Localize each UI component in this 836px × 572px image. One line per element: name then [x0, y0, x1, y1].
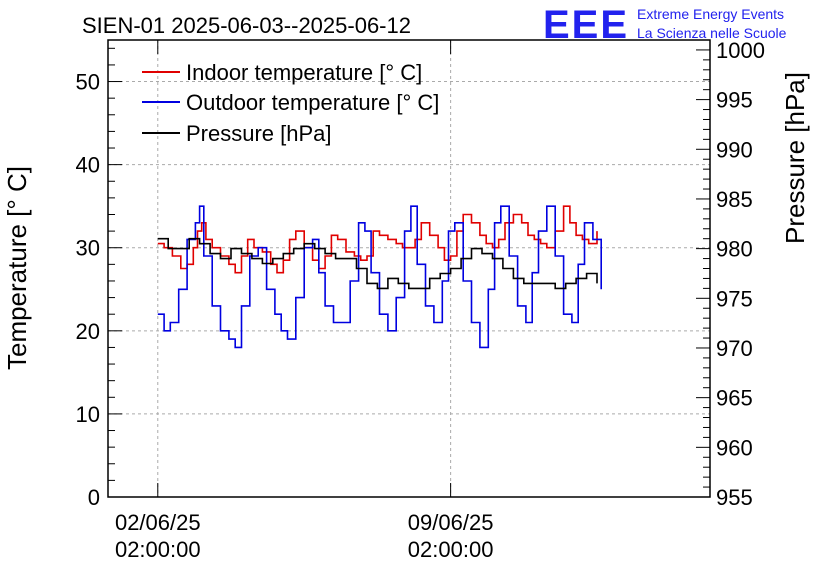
y2-tick-label: 1000: [716, 38, 765, 63]
y2-tick-label: 990: [716, 137, 753, 162]
y2-axis-title: Pressure [hPa]: [780, 72, 810, 244]
y-tick-label: 50: [76, 70, 100, 95]
logo-tagline-1: Extreme Energy Events: [637, 6, 784, 22]
y-tick-label: 40: [76, 153, 100, 178]
series-line-indoor: [157, 205, 598, 274]
y-axis-title: Temperature [° C]: [2, 166, 32, 370]
legend-label-outdoor: Outdoor temperature [° C]: [186, 90, 439, 115]
y2-tick-label: 975: [716, 286, 753, 311]
series-layer: [157, 205, 602, 349]
logo-tagline-2: La Scienza nelle Scuole: [637, 25, 787, 41]
y-tick-label: 30: [76, 236, 100, 261]
y2-tick-label: 980: [716, 237, 753, 262]
legend-label-indoor: Indoor temperature [° C]: [186, 60, 422, 85]
x-tick-label-date: 02/06/25: [115, 510, 201, 535]
y2-tick-label: 965: [716, 386, 753, 411]
series-line-pressure: [157, 237, 598, 290]
chart-title: SIEN-01 2025-06-03--2025-06-12: [82, 13, 411, 38]
axes: 0 10 20 30 40 50 955 960 965 970 975 980 985 990 995 10…: [76, 38, 765, 562]
y2-tick-label: 985: [716, 187, 753, 212]
x-tick-label-time: 02:00:00: [115, 537, 201, 562]
y-tick-label: 10: [76, 402, 100, 427]
y2-tick-label: 960: [716, 435, 753, 460]
x-tick-label-time: 02:00:00: [408, 537, 494, 562]
x-tick-label-date: 09/06/25: [408, 510, 494, 535]
y2-tick-label: 955: [716, 485, 753, 510]
series-line-outdoor: [157, 205, 602, 349]
y2-tick-label: 970: [716, 336, 753, 361]
legend-label-pressure: Pressure [hPa]: [186, 121, 332, 146]
y-tick-label: 0: [88, 485, 100, 510]
y2-tick-label: 995: [716, 88, 753, 113]
legend: Indoor temperature [° C] Outdoor tempera…: [142, 60, 439, 146]
y-tick-label: 20: [76, 319, 100, 344]
